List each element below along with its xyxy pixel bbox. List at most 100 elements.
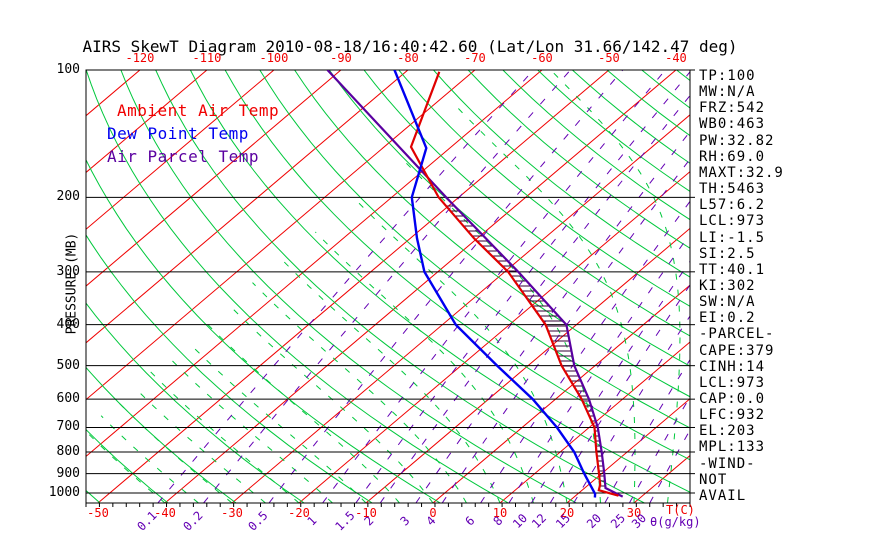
dry-adiabat-line [433, 70, 690, 278]
isotherm-line [566, 398, 690, 503]
plot-border [85, 69, 691, 504]
dew-point-temp-curve [393, 70, 597, 498]
panel-stat-line: LCL:973 [699, 213, 766, 230]
legend-ambient-air-temp: Ambient Air Temp [117, 101, 280, 120]
panel-stat-line: MW:N/A [699, 84, 756, 101]
dry-adiabat-line [86, 366, 237, 503]
panel-stat-line: CAPE:379 [699, 342, 775, 359]
pressure-tick-label: 200 [56, 189, 80, 205]
panel-stat-line: SI:2.5 [699, 245, 756, 262]
top-temp-tick-label: -90 [330, 51, 352, 65]
mixing-ratio-line [322, 70, 666, 503]
moist-adiabat-line [315, 231, 534, 503]
panel-stat-line: CINH:14 [699, 358, 766, 375]
mixing-ratio-line [157, 70, 534, 503]
bottom-temp-tick-label: -10 [355, 506, 377, 520]
panel-stat-line: TP:100 [699, 68, 756, 84]
top-temp-tick-label: -100 [259, 51, 289, 65]
panel-stat-line: NOT [699, 471, 728, 488]
dry-adiabat-line [502, 70, 690, 221]
dry-adiabat-line [155, 70, 645, 503]
mixing-ratio-line [530, 260, 690, 503]
panel-stat-line: -PARCEL- [699, 326, 775, 343]
panel-stat-line: MPL:133 [699, 439, 766, 456]
pressure-tick-label: 700 [56, 419, 80, 435]
dry-adiabat-line [189, 70, 690, 493]
isotherm-line [365, 227, 690, 503]
panel-stat-line: FRZ:542 [699, 100, 766, 117]
top-temp-tick-label: -70 [464, 51, 486, 65]
panel-stat-line: CAP:0.0 [699, 391, 766, 407]
pressure-tick-label: 100 [56, 62, 80, 77]
panel-stat-line: RH:69.0 [699, 148, 766, 165]
moist-adiabat-line [134, 387, 266, 503]
top-temp-tick-label: -80 [397, 51, 419, 65]
pressure-tick-label: 500 [56, 357, 80, 373]
pressure-tick-label: 800 [56, 444, 80, 459]
top-temp-tick-label: -60 [531, 51, 553, 65]
panel-stat-line: LI:-1.5 [699, 229, 766, 246]
dry-adiabat-line [537, 70, 690, 192]
panel-stat-line: -WIND- [699, 455, 756, 472]
dry-adiabat-line [572, 70, 690, 164]
panel-stat-line: LCL:973 [699, 374, 766, 391]
dry-adiabat-line [120, 70, 577, 503]
bottom-temp-tick-label: -30 [221, 506, 243, 520]
top-temp-tick-label: -40 [665, 51, 687, 65]
ambient-air-temp-curve [409, 71, 619, 497]
moist-adiabat-line [206, 323, 400, 503]
panel-stat-line: EL:203 [699, 423, 756, 440]
moist-adiabat-line [117, 401, 233, 503]
dry-adiabat-line [467, 70, 690, 249]
bottom-temp-tick-label: -20 [288, 506, 310, 520]
moist-adiabat-line [401, 158, 601, 503]
bottom-temp-tick-label: -40 [154, 506, 176, 520]
dry-adiabat-line [86, 428, 169, 503]
panel-stat-line: KI:302 [699, 277, 756, 294]
moist-adiabat-line [252, 282, 467, 503]
isotherm-line [0, 70, 73, 503]
dry-adiabat-line [328, 70, 690, 367]
mixing-ratio-line [549, 284, 690, 503]
panel-stat-line: TT:40.1 [699, 261, 766, 278]
isotherm-line [0, 70, 6, 503]
page-title: AIRS SkewT Diagram 2010-08-18/16:40:42.6… [82, 37, 738, 56]
isotherm-line [86, 70, 208, 174]
isotherm-line [499, 341, 690, 503]
bottom-temp-tick-label: -50 [87, 506, 109, 520]
air-parcel-temp-curve [326, 70, 624, 498]
moist-adiabat-line [167, 355, 333, 503]
pressure-tick-label: 400 [56, 316, 80, 332]
dry-adiabat-line [0, 70, 32, 503]
pressure-tick-label: 600 [56, 391, 80, 407]
dry-adiabat-line [259, 70, 690, 429]
pressure-tick-label: 300 [56, 263, 80, 279]
bottom-temp-tick-label: 30 [626, 506, 642, 520]
panel-stat-line: PW:32.82 [699, 132, 775, 149]
dry-adiabat-line [398, 70, 690, 307]
mixing-ratio-line [203, 70, 571, 503]
bottom-temp-tick-label: 10 [492, 506, 508, 520]
panel-stat-line: L57:6.2 [699, 197, 766, 214]
dry-adiabat-line [86, 158, 441, 503]
legend-air-parcel-temp: Air Parcel Temp [107, 147, 259, 166]
bottom-temp-tick-label: 0 [429, 506, 437, 520]
moist-adiabat-line [457, 107, 636, 503]
isotherm-line [298, 170, 690, 503]
moist-adiabat-line [100, 415, 199, 503]
isotherm-line [86, 70, 409, 344]
panel-stat-line: SW:N/A [699, 294, 756, 311]
temp-axis-label: T(C) [666, 503, 695, 517]
isotherm-line [86, 70, 342, 287]
pressure-tick-label: 900 [56, 465, 80, 481]
mixing-ratio-line [379, 94, 690, 503]
isotherm-line [97, 70, 610, 503]
pressure-tick-label: 1000 [48, 485, 80, 500]
moist-adiabat-line [281, 259, 501, 503]
top-temp-tick-label: -50 [598, 51, 620, 65]
panel-stat-line: WB0:463 [699, 116, 766, 133]
top-temp-tick-label: -110 [192, 51, 222, 65]
top-temp-tick-label: -120 [125, 51, 155, 65]
